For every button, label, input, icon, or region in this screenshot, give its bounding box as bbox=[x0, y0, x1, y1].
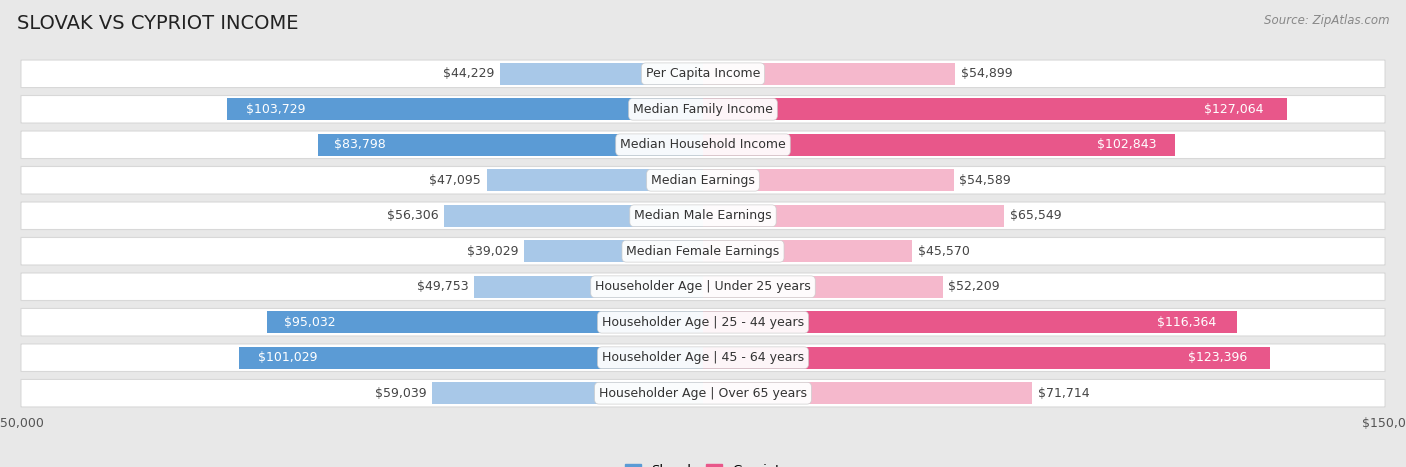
Text: $71,714: $71,714 bbox=[1038, 387, 1090, 400]
Bar bbox=[226, 98, 703, 120]
FancyBboxPatch shape bbox=[21, 309, 1385, 336]
Bar bbox=[444, 205, 703, 227]
Bar bbox=[703, 240, 912, 262]
Text: $52,209: $52,209 bbox=[948, 280, 1000, 293]
Text: $56,306: $56,306 bbox=[387, 209, 439, 222]
Legend: Slovak, Cypriot: Slovak, Cypriot bbox=[620, 459, 786, 467]
Bar bbox=[432, 382, 703, 404]
Text: $49,753: $49,753 bbox=[418, 280, 470, 293]
Text: $54,899: $54,899 bbox=[960, 67, 1012, 80]
Text: $44,229: $44,229 bbox=[443, 67, 495, 80]
Bar bbox=[703, 347, 1270, 369]
Text: $47,095: $47,095 bbox=[429, 174, 481, 187]
Text: Median Earnings: Median Earnings bbox=[651, 174, 755, 187]
Bar bbox=[267, 311, 703, 333]
Text: $127,064: $127,064 bbox=[1204, 103, 1263, 116]
Text: $123,396: $123,396 bbox=[1188, 351, 1247, 364]
Text: $54,589: $54,589 bbox=[959, 174, 1011, 187]
Bar bbox=[703, 205, 1004, 227]
Bar bbox=[318, 134, 703, 156]
FancyBboxPatch shape bbox=[21, 60, 1385, 87]
FancyBboxPatch shape bbox=[21, 273, 1385, 300]
Text: Householder Age | Over 65 years: Householder Age | Over 65 years bbox=[599, 387, 807, 400]
Text: $95,032: $95,032 bbox=[284, 316, 336, 329]
Text: Per Capita Income: Per Capita Income bbox=[645, 67, 761, 80]
Text: $45,570: $45,570 bbox=[918, 245, 970, 258]
Text: Householder Age | 25 - 44 years: Householder Age | 25 - 44 years bbox=[602, 316, 804, 329]
Bar bbox=[703, 276, 943, 298]
FancyBboxPatch shape bbox=[21, 131, 1385, 158]
Bar bbox=[703, 382, 1032, 404]
FancyBboxPatch shape bbox=[21, 96, 1385, 123]
Text: $39,029: $39,029 bbox=[467, 245, 519, 258]
Text: $103,729: $103,729 bbox=[246, 103, 305, 116]
FancyBboxPatch shape bbox=[21, 167, 1385, 194]
Bar bbox=[501, 63, 703, 85]
Bar bbox=[486, 169, 703, 191]
Bar bbox=[703, 311, 1237, 333]
Text: Median Female Earnings: Median Female Earnings bbox=[627, 245, 779, 258]
FancyBboxPatch shape bbox=[21, 344, 1385, 371]
Text: SLOVAK VS CYPRIOT INCOME: SLOVAK VS CYPRIOT INCOME bbox=[17, 14, 298, 33]
Bar bbox=[239, 347, 703, 369]
Text: Householder Age | Under 25 years: Householder Age | Under 25 years bbox=[595, 280, 811, 293]
Text: $83,798: $83,798 bbox=[333, 138, 385, 151]
Bar bbox=[524, 240, 703, 262]
Text: $101,029: $101,029 bbox=[257, 351, 316, 364]
Text: $116,364: $116,364 bbox=[1157, 316, 1216, 329]
Bar bbox=[703, 63, 955, 85]
Text: Median Family Income: Median Family Income bbox=[633, 103, 773, 116]
Bar bbox=[703, 134, 1175, 156]
Text: Median Male Earnings: Median Male Earnings bbox=[634, 209, 772, 222]
Bar bbox=[474, 276, 703, 298]
Text: Median Household Income: Median Household Income bbox=[620, 138, 786, 151]
Text: $102,843: $102,843 bbox=[1097, 138, 1157, 151]
Text: $59,039: $59,039 bbox=[375, 387, 426, 400]
FancyBboxPatch shape bbox=[21, 238, 1385, 265]
Bar bbox=[703, 98, 1286, 120]
Bar bbox=[703, 169, 953, 191]
Text: Householder Age | 45 - 64 years: Householder Age | 45 - 64 years bbox=[602, 351, 804, 364]
Text: $65,549: $65,549 bbox=[1010, 209, 1062, 222]
Text: Source: ZipAtlas.com: Source: ZipAtlas.com bbox=[1264, 14, 1389, 27]
FancyBboxPatch shape bbox=[21, 380, 1385, 407]
FancyBboxPatch shape bbox=[21, 202, 1385, 229]
